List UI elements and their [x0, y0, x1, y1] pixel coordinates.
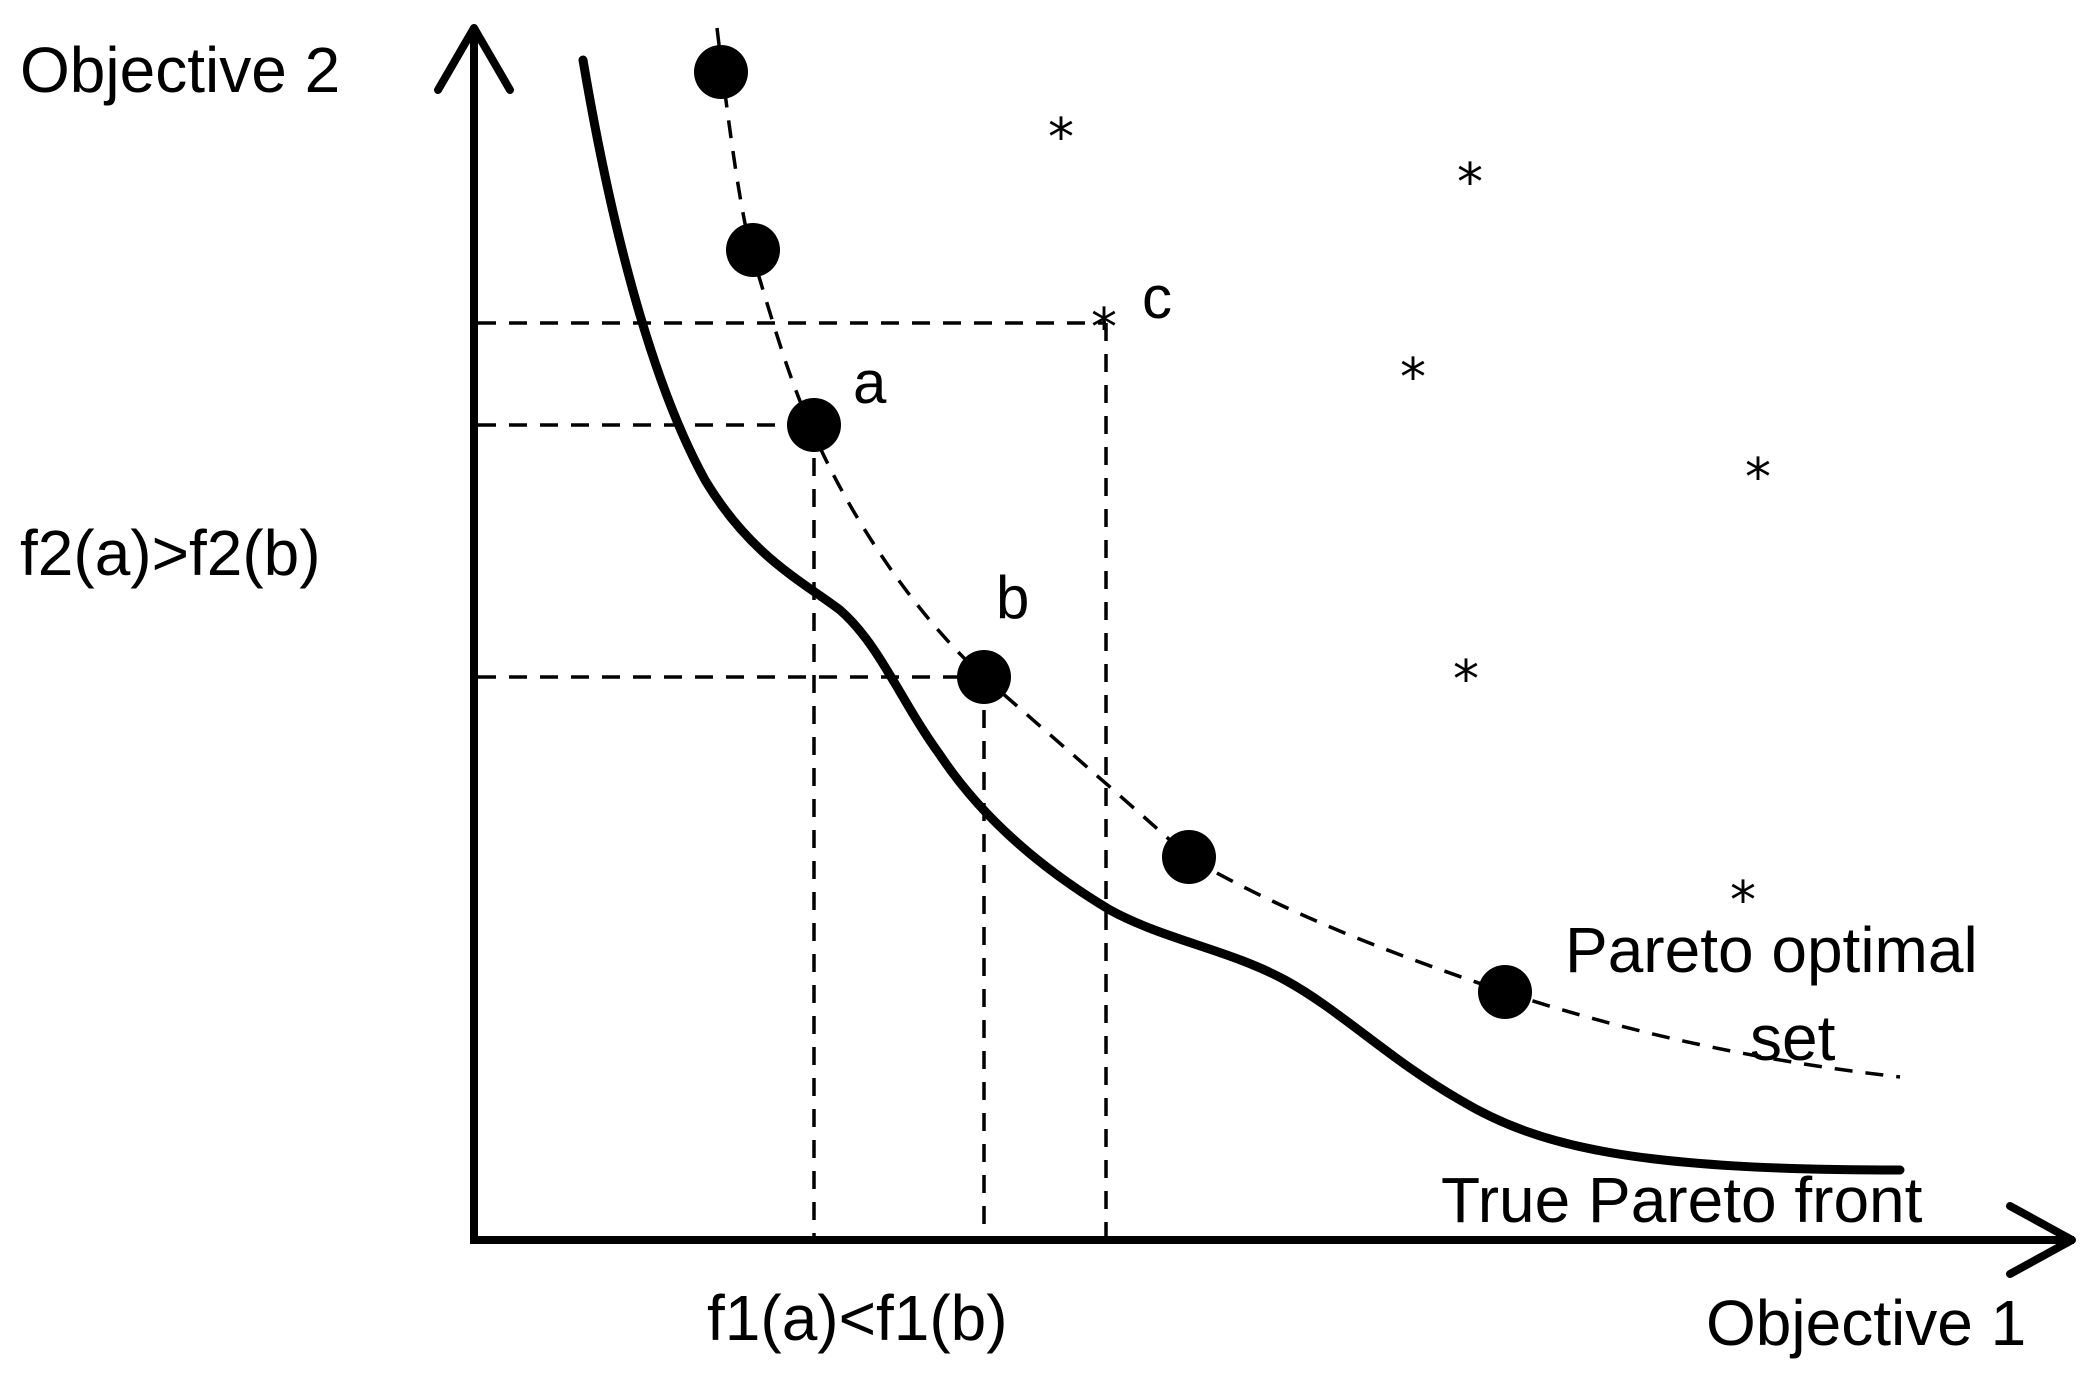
- point-a-label: a: [853, 349, 887, 416]
- dominated-star: *: [1400, 348, 1426, 408]
- dominated-star: *: [1730, 871, 1756, 931]
- pareto-set-label-line1: Pareto optimal: [1565, 914, 1978, 986]
- dominated-star: *: [1745, 448, 1771, 508]
- pareto-point-b: [957, 650, 1011, 704]
- f2-comparison-label: f2(a)>f2(b): [20, 517, 321, 589]
- f1-comparison-label: f1(a)<f1(b): [707, 1282, 1008, 1354]
- point-c-label: c: [1142, 264, 1172, 331]
- guide-lines: [478, 321, 1108, 1236]
- true-pareto-front-curve: [578, 55, 1905, 1175]
- pareto-point-a: [787, 398, 841, 452]
- dominated-solutions: * * * * * * *: [1048, 108, 1771, 931]
- y-axis-label: Objective 2: [20, 34, 340, 106]
- dominated-star: *: [1453, 650, 1479, 710]
- y-axis-arrowhead: [434, 24, 514, 94]
- x-axis-label: Objective 1: [1706, 1287, 2026, 1359]
- pareto-set-points: [694, 45, 1532, 1019]
- pareto-point: [726, 223, 780, 277]
- dominated-star-c: *: [1091, 298, 1117, 358]
- pareto-point: [1478, 965, 1532, 1019]
- x-axis-arrowhead: [2006, 1202, 2076, 1278]
- point-b-label: b: [996, 564, 1029, 631]
- dominated-star: *: [1048, 108, 1074, 168]
- pareto-set-label-line2: set: [1750, 1002, 1836, 1074]
- pareto-point: [694, 45, 748, 99]
- true-pareto-front-label: True Pareto front: [1441, 1164, 1923, 1236]
- pareto-point: [1162, 830, 1216, 884]
- axes: [434, 24, 2076, 1278]
- dominated-star: *: [1457, 153, 1483, 213]
